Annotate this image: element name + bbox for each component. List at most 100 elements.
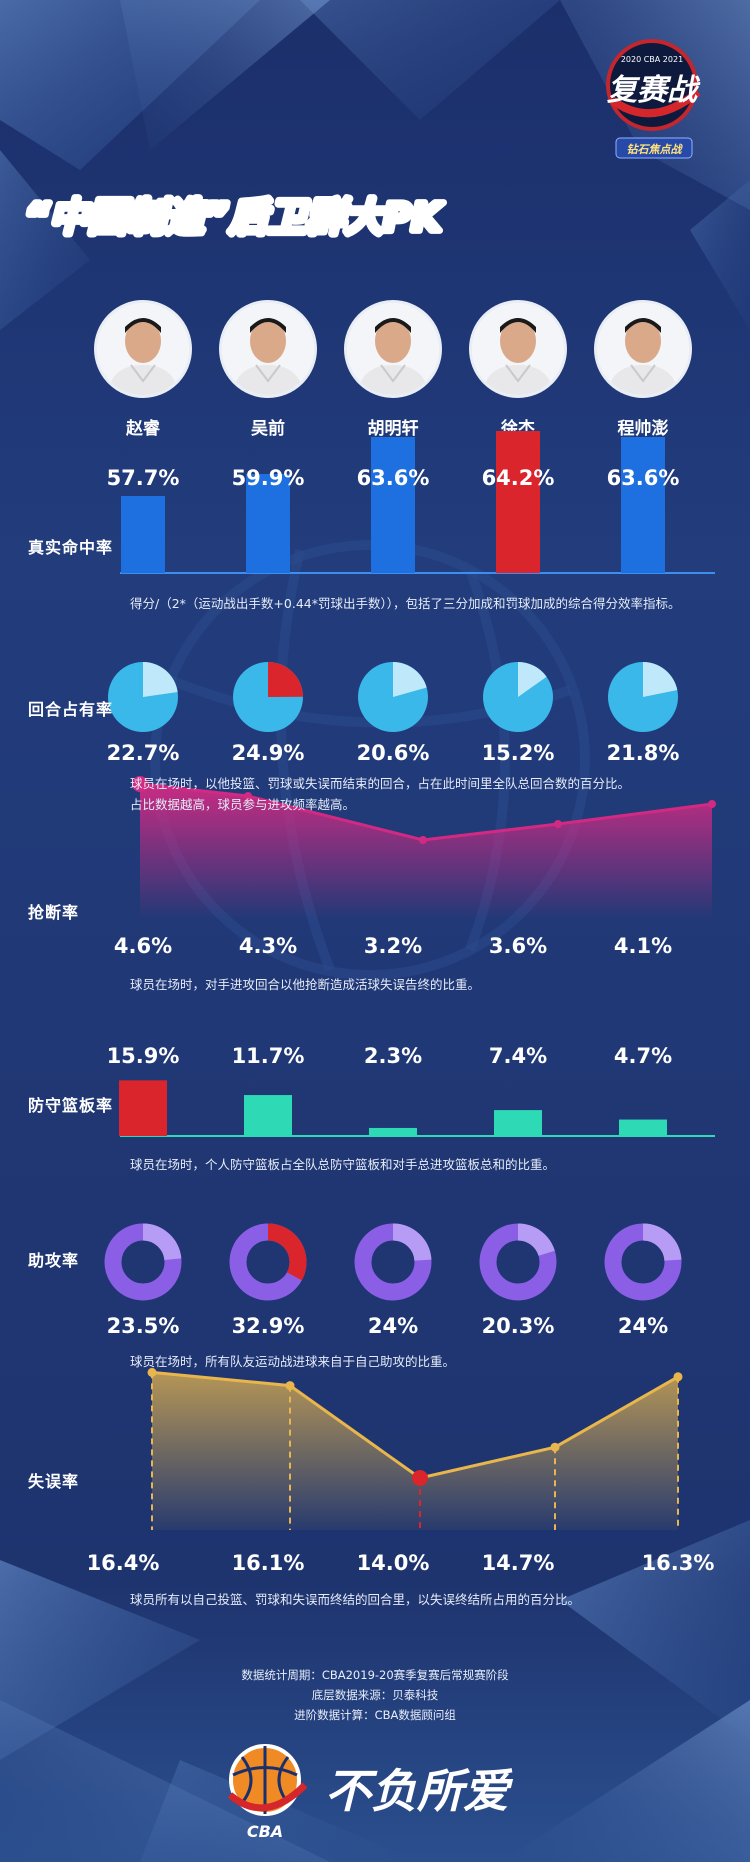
turnover-value-label: 16.1% [232, 1551, 305, 1575]
person-icon [472, 303, 564, 395]
steal-point [708, 800, 716, 808]
usage-pie-slice [143, 662, 178, 697]
ts-value-label: 57.7% [107, 466, 180, 490]
dreb-value-label: 11.7% [232, 1044, 305, 1068]
assist-donut-slice [142, 1223, 182, 1261]
footer-line-2: 底层数据来源：贝泰科技 [311, 1688, 439, 1702]
steal-point [244, 792, 252, 800]
section-desc-ts: 得分/（2*（运动战出手数+0.44*罚球出手数）），包括了三分加成和罚球加成的… [130, 596, 681, 611]
player-avatar [344, 300, 442, 398]
dreb-bar [244, 1095, 292, 1136]
ts-value-label: 59.9% [232, 466, 305, 490]
event-logo: 2020 CBA 2021 复赛战 钻石焦点战 [580, 30, 730, 160]
turnover-value-label: 14.0% [357, 1551, 430, 1575]
ts-bar [371, 437, 415, 573]
footer-line-1: 数据统计周期：CBA2019-20赛季复赛后常规赛阶段 [241, 1668, 509, 1682]
player-name: 程帅澎 [617, 419, 669, 439]
dreb-value-label: 15.9% [107, 1044, 180, 1068]
steal-area [140, 784, 712, 920]
svg-text:“中国制造”后卫群大PK: “中国制造”后卫群大PK [24, 196, 444, 241]
assist-donut-slice [517, 1223, 555, 1257]
dreb-value-label: 7.4% [489, 1044, 547, 1068]
turnover-point [673, 1372, 683, 1382]
dreb-bar [119, 1080, 167, 1136]
player-name: 胡明轩 [367, 419, 419, 439]
player-card: 徐杰 [468, 300, 568, 439]
dreb-value-label: 2.3% [364, 1044, 422, 1068]
ts-value-label: 63.6% [357, 466, 430, 490]
slogan: 不负所爱 [325, 1764, 514, 1818]
cba-logo-text: CBA [247, 1822, 283, 1841]
dreb-bar [619, 1119, 667, 1136]
player-card: 程帅澎 [593, 300, 693, 439]
turnover-point [285, 1381, 295, 1391]
person-icon [597, 303, 689, 395]
steal-point [554, 820, 562, 828]
person-icon [97, 303, 189, 395]
usage-pie-slice [268, 662, 303, 697]
dreb-bar [369, 1127, 417, 1136]
usage-pie-slice [643, 662, 678, 697]
dreb-bar [494, 1110, 542, 1136]
player-name: 吴前 [251, 419, 285, 439]
player-avatar [594, 300, 692, 398]
section-desc-ast: 球员在场时，所有队友运动战进球来自于自己助攻的比重。 [130, 1354, 456, 1369]
usage-pie-slice [518, 662, 547, 697]
assist-value-label: 23.5% [107, 1314, 180, 1338]
steal-value-label: 3.6% [489, 934, 547, 958]
player-name: 赵睿 [126, 419, 160, 439]
ts-bar [121, 496, 165, 573]
turnover-area [152, 1372, 678, 1530]
footer-brand: CBA 不负所爱 [227, 1744, 514, 1841]
player-avatar [219, 300, 317, 398]
event-logo-sub: 钻石焦点战 [627, 143, 684, 156]
page-title: “中国制造”后卫群大PK “中国制造”后卫群大PK [21, 192, 448, 244]
dreb-value-label: 4.7% [614, 1044, 672, 1068]
turnover-point [147, 1367, 157, 1377]
assist-donut-slice [392, 1223, 432, 1262]
turnover-point [412, 1470, 428, 1486]
turnover-value-label: 14.7% [482, 1551, 555, 1575]
steal-value-label: 4.3% [239, 934, 297, 958]
assist-donut-slice [267, 1223, 307, 1281]
steal-value-label: 3.2% [364, 934, 422, 958]
section-label-dreb: 防守篮板率 [28, 1096, 114, 1115]
section-label-steal: 抢断率 [28, 903, 80, 922]
ts-value-label: 64.2% [482, 466, 555, 490]
section-label-ast: 助攻率 [28, 1251, 80, 1270]
usage-value-label: 15.2% [482, 741, 555, 765]
usage-value-label: 20.6% [357, 741, 430, 765]
steal-value-label: 4.6% [114, 934, 172, 958]
person-icon [347, 303, 439, 395]
player-card: 胡明轩 [343, 300, 443, 439]
svg-text:“中国制造”后卫群大PK: “中国制造”后卫群大PK [24, 196, 444, 241]
section-label-usage: 回合占有率 [28, 700, 114, 719]
assist-value-label: 24% [618, 1314, 668, 1338]
section-desc-usage-2: 占比数据越高，球员参与进攻频率越高。 [130, 797, 356, 812]
event-logo-name: 复赛战 [607, 73, 701, 108]
turnover-value-label: 16.4% [87, 1551, 160, 1575]
footer-line-3: 进阶数据计算：CBA数据顾问组 [294, 1708, 456, 1722]
section-label-ts: 真实命中率 [28, 538, 114, 557]
assist-value-label: 32.9% [232, 1314, 305, 1338]
steal-value-label: 4.1% [614, 934, 672, 958]
person-icon [222, 303, 314, 395]
player-avatar [469, 300, 567, 398]
assist-value-label: 20.3% [482, 1314, 555, 1338]
usage-pie-slice [393, 662, 427, 697]
assist-value-label: 24% [368, 1314, 418, 1338]
turnover-point [550, 1442, 560, 1452]
assist-donut-slice [642, 1223, 682, 1262]
usage-value-label: 21.8% [607, 741, 680, 765]
section-desc-dreb: 球员在场时，个人防守篮板占全队总防守篮板和对手总进攻篮板总和的比重。 [130, 1157, 556, 1172]
ts-bar [246, 474, 290, 573]
section-desc-steal: 球员在场时，对手进攻回合以他抢断造成活球失误告终的比重。 [130, 977, 481, 992]
steal-point [132, 776, 148, 792]
section-desc-tov: 球员所有以自己投篮、罚球和失误而终结的回合里，以失误终结所占用的百分比。 [130, 1592, 581, 1607]
usage-value-label: 22.7% [107, 741, 180, 765]
event-logo-years: 2020 CBA 2021 [621, 55, 683, 64]
ts-value-label: 63.6% [607, 466, 680, 490]
section-desc-usage-1: 球员在场时，以他投篮、罚球或失误而结束的回合，占在此时间里全队总回合数的百分比。 [130, 776, 631, 791]
